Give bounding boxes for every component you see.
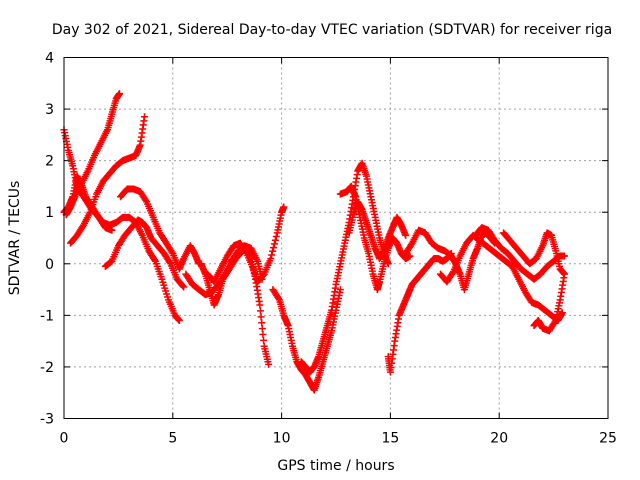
axis-ticks: 0 5 10 15 20 25 -3 -2 -1 0 1 2 3 4 <box>40 51 617 447</box>
data-point <box>258 319 266 327</box>
y-tick-label: -2 <box>40 360 54 376</box>
series-arc14 <box>384 249 455 376</box>
x-tick-label: 20 <box>490 431 508 447</box>
y-tick-label: 3 <box>45 102 54 118</box>
y-axis-label: SDTVAR / TECUs <box>7 181 23 296</box>
series-arc6 <box>117 185 203 273</box>
y-tick-label: -3 <box>40 412 54 428</box>
y-tick-label: 2 <box>45 154 54 170</box>
data-point <box>180 283 188 291</box>
y-tick-label: 1 <box>45 205 54 221</box>
data-point <box>260 336 268 344</box>
series-arc5 <box>101 216 188 291</box>
data-marks <box>60 90 568 394</box>
data-point <box>274 294 282 302</box>
series-arc4 <box>67 113 149 247</box>
data-point <box>257 313 265 321</box>
y-tick-label: -1 <box>40 308 54 324</box>
data-point <box>175 317 183 325</box>
data-point <box>280 203 288 211</box>
data-point <box>449 269 457 277</box>
data-point <box>166 258 174 266</box>
data-point <box>258 325 266 333</box>
data-point <box>270 240 278 248</box>
data-point <box>269 247 277 255</box>
data-point <box>115 90 123 98</box>
data-point <box>108 226 116 234</box>
data-point <box>530 322 538 330</box>
chart-title: Day 302 of 2021, Sidereal Day-to-day VTE… <box>52 22 612 38</box>
data-point <box>558 309 566 317</box>
y-tick-label: 0 <box>45 257 54 273</box>
data-point <box>179 282 187 290</box>
x-tick-label: 25 <box>599 431 617 447</box>
data-point <box>268 251 276 259</box>
series-arc15 <box>402 226 499 294</box>
data-point <box>265 360 273 368</box>
series-arc12 <box>336 182 414 294</box>
data-point <box>560 252 568 260</box>
data-point <box>256 307 264 315</box>
series-arc9 <box>204 203 288 286</box>
data-point <box>242 248 250 256</box>
data-point <box>141 113 149 121</box>
data-point <box>259 331 267 339</box>
data-point <box>402 231 410 239</box>
data-point <box>168 248 176 256</box>
x-tick-label: 15 <box>381 431 399 447</box>
data-point <box>336 286 344 294</box>
series-arc13 <box>345 198 410 263</box>
data-point <box>142 196 150 204</box>
data-point <box>270 244 278 252</box>
series-arc18 <box>500 229 568 335</box>
data-point <box>272 233 280 241</box>
data-point <box>406 252 414 260</box>
series-arc11 <box>297 159 392 376</box>
series-arc1 <box>60 126 183 325</box>
x-tick-label: 5 <box>168 431 177 447</box>
x-axis-label: GPS time / hours <box>277 458 394 474</box>
series-arc3 <box>62 90 123 219</box>
data-point <box>150 256 158 264</box>
data-point <box>271 236 279 244</box>
x-tick-label: 0 <box>60 431 69 447</box>
data-point <box>256 301 264 309</box>
data-point <box>267 255 275 263</box>
x-tick-label: 10 <box>273 431 291 447</box>
y-tick-label: 4 <box>45 51 54 67</box>
plot-frame <box>63 57 609 419</box>
